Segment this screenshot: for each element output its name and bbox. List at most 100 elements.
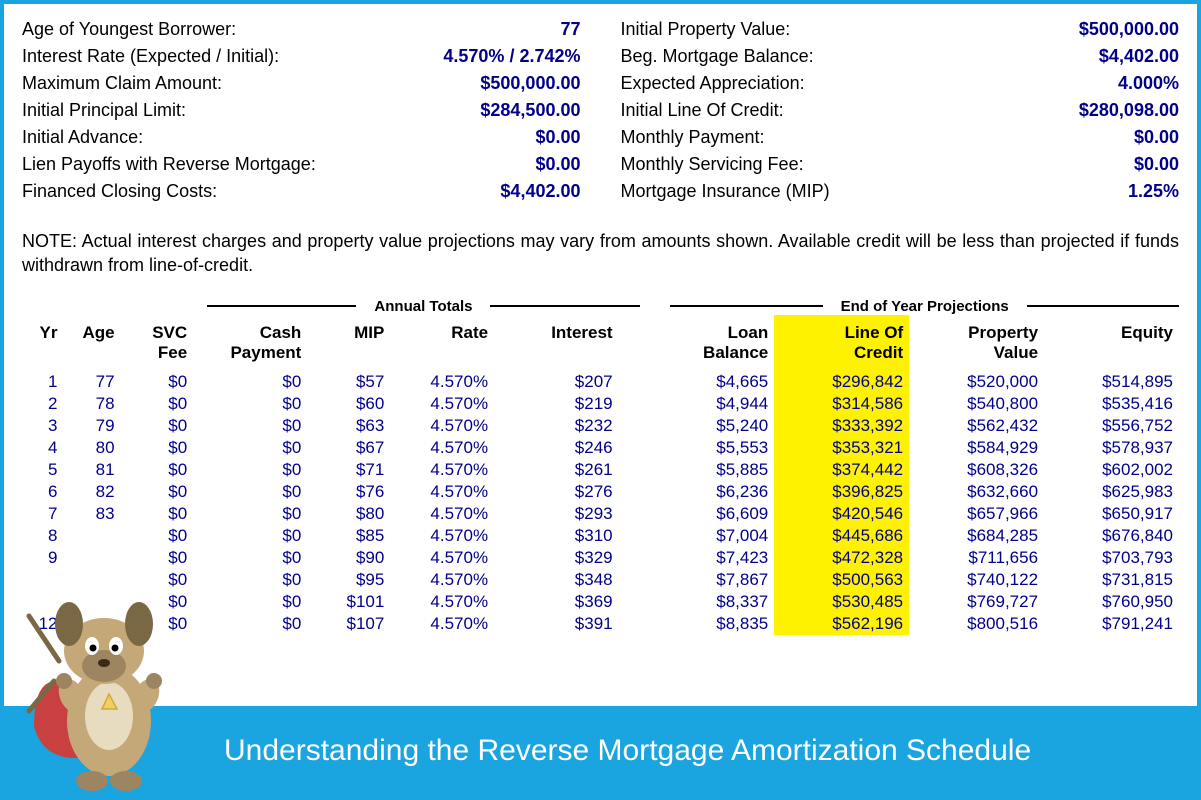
cell-sp (619, 613, 650, 635)
cell-loc: $445,686 (774, 525, 909, 547)
cell-loan: $4,944 (650, 393, 775, 415)
cell-cash: $0 (193, 481, 307, 503)
cell-rate: 4.570% (390, 415, 494, 437)
cell-loc: $472,328 (774, 547, 909, 569)
mascot-ear-left (55, 602, 83, 646)
cell-int: $391 (494, 613, 619, 635)
cell-int: $207 (494, 371, 619, 393)
cell-sp (619, 415, 650, 437)
cell-int: $246 (494, 437, 619, 459)
summary-label: Initial Property Value: (621, 16, 791, 43)
cell-svc: $0 (121, 459, 194, 481)
cell-int: $232 (494, 415, 619, 437)
col-yr: Yr (22, 315, 64, 372)
cell-sp (619, 437, 650, 459)
cell-eq: $731,815 (1044, 569, 1179, 591)
cell-sp (619, 393, 650, 415)
cell-eq: $556,752 (1044, 415, 1179, 437)
cell-mip: $107 (307, 613, 390, 635)
cell-rate: 4.570% (390, 547, 494, 569)
cell-rate: 4.570% (390, 371, 494, 393)
cell-yr: 1 (22, 371, 64, 393)
summary-row: Initial Principal Limit:$284,500.00 (22, 97, 581, 124)
content-area: Age of Youngest Borrower:77Interest Rate… (4, 4, 1197, 635)
cell-rate: 4.570% (390, 503, 494, 525)
summary-row: Initial Line Of Credit:$280,098.00 (621, 97, 1180, 124)
mascot-ear-right (125, 602, 153, 646)
summary-label: Lien Payoffs with Reverse Mortgage: (22, 151, 316, 178)
cell-sp (619, 481, 650, 503)
summary-label: Mortgage Insurance (MIP) (621, 178, 830, 205)
col-mip: MIP (307, 315, 390, 372)
mascot-illustration (14, 566, 214, 796)
cell-eq: $650,917 (1044, 503, 1179, 525)
summary-label: Maximum Claim Amount: (22, 70, 222, 97)
cell-eq: $791,241 (1044, 613, 1179, 635)
cell-svc: $0 (121, 371, 194, 393)
summary-label: Interest Rate (Expected / Initial): (22, 43, 279, 70)
summary-value: $0.00 (1134, 124, 1179, 151)
cell-loan: $7,423 (650, 547, 775, 569)
cell-int: $369 (494, 591, 619, 613)
cell-yr: 3 (22, 415, 64, 437)
cell-loan: $5,553 (650, 437, 775, 459)
col-line-of-credit: Line Of Credit (774, 315, 909, 372)
summary-label: Monthly Payment: (621, 124, 765, 151)
table-row: 8$0$0$854.570%$310$7,004$445,686$684,285… (22, 525, 1179, 547)
cell-mip: $63 (307, 415, 390, 437)
cell-prop: $740,122 (909, 569, 1044, 591)
table-row: 783$0$0$804.570%$293$6,609$420,546$657,9… (22, 503, 1179, 525)
eoy-projections-header: End of Year Projections (670, 298, 1179, 315)
cell-loc: $396,825 (774, 481, 909, 503)
cell-loc: $333,392 (774, 415, 909, 437)
cell-loan: $8,835 (650, 613, 775, 635)
cell-prop: $540,800 (909, 393, 1044, 415)
cell-svc: $0 (121, 503, 194, 525)
cell-yr: 5 (22, 459, 64, 481)
summary-row: Expected Appreciation:4.000% (621, 70, 1180, 97)
summary-value: $280,098.00 (1079, 97, 1179, 124)
cell-mip: $85 (307, 525, 390, 547)
cell-svc: $0 (121, 481, 194, 503)
cell-svc: $0 (121, 525, 194, 547)
cell-int: $310 (494, 525, 619, 547)
cell-mip: $76 (307, 481, 390, 503)
summary-value: $500,000.00 (1079, 16, 1179, 43)
cell-cash: $0 (193, 393, 307, 415)
summary-value: $4,402.00 (1099, 43, 1179, 70)
cell-loan: $5,240 (650, 415, 775, 437)
cell-mip: $57 (307, 371, 390, 393)
cell-eq: $625,983 (1044, 481, 1179, 503)
summary-row: Interest Rate (Expected / Initial):4.570… (22, 43, 581, 70)
cell-int: $293 (494, 503, 619, 525)
summary-label: Age of Youngest Borrower: (22, 16, 236, 43)
table-row: 379$0$0$634.570%$232$5,240$333,392$562,4… (22, 415, 1179, 437)
cell-mip: $80 (307, 503, 390, 525)
cell-eq: $676,840 (1044, 525, 1179, 547)
note-text: NOTE: Actual interest charges and proper… (22, 229, 1179, 278)
cell-yr: 6 (22, 481, 64, 503)
table-row: 480$0$0$674.570%$246$5,553$353,321$584,9… (22, 437, 1179, 459)
cell-cash: $0 (193, 503, 307, 525)
summary-row: Initial Property Value: $500,000.00 (621, 16, 1180, 43)
cell-loc: $562,196 (774, 613, 909, 635)
cell-rate: 4.570% (390, 393, 494, 415)
cell-loan: $6,609 (650, 503, 775, 525)
cell-eq: $760,950 (1044, 591, 1179, 613)
summary-left-column: Age of Youngest Borrower:77Interest Rate… (22, 16, 581, 205)
cell-loan: $7,867 (650, 569, 775, 591)
cell-sp (619, 503, 650, 525)
banner-title: Understanding the Reverse Mortgage Amort… (224, 734, 1031, 768)
summary-value: $0.00 (535, 124, 580, 151)
cell-age: 83 (64, 503, 121, 525)
cell-sp (619, 547, 650, 569)
cell-eq: $535,416 (1044, 393, 1179, 415)
col-interest: Interest (494, 315, 619, 372)
summary-label: Beg. Mortgage Balance: (621, 43, 814, 70)
summary-row: Lien Payoffs with Reverse Mortgage: $0.00 (22, 151, 581, 178)
cell-rate: 4.570% (390, 591, 494, 613)
summary-section: Age of Youngest Borrower:77Interest Rate… (22, 16, 1179, 205)
table-row: 177$0$0$574.570%$207$4,665$296,842$520,0… (22, 371, 1179, 393)
cell-mip: $95 (307, 569, 390, 591)
summary-value: $0.00 (535, 151, 580, 178)
